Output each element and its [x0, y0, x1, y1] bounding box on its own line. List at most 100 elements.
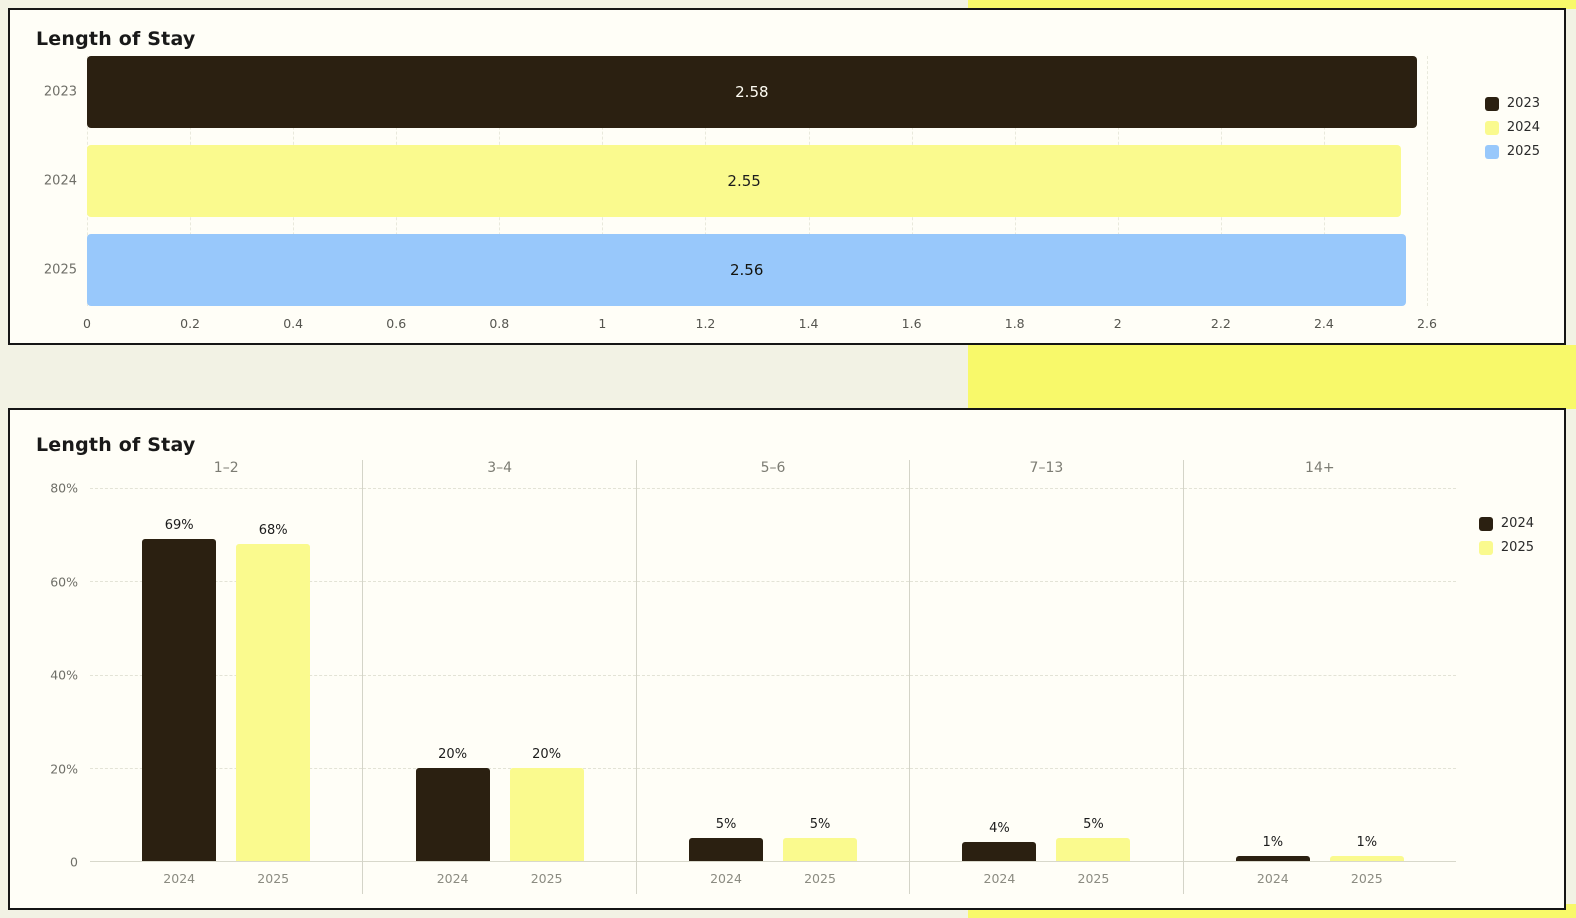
x-tick-label: 1.4: [798, 316, 819, 331]
legend-item-2024[interactable]: 2024: [1478, 516, 1534, 531]
bar-2024[interactable]: 2.55: [87, 145, 1402, 217]
facet-plot-area: 20% 20%: [363, 488, 636, 862]
bar-slot: 68%: [236, 488, 311, 861]
bar-row-2024: 2024 2.55: [44, 145, 1427, 217]
gridline: [1183, 674, 1457, 676]
x-tick-label: 2024: [1256, 871, 1289, 886]
facet-panel-3–4: 3–4 20% 20% 2024 2025: [362, 460, 636, 894]
bar-2025-14+[interactable]: [1329, 856, 1404, 861]
length-of-stay-distribution-card: Length of Stay 80% 60% 40% 20% 0 1–2 69% 68% 20…: [8, 408, 1566, 910]
facet-plot-area: 1% 1%: [1183, 488, 1457, 862]
legend-label: 2024: [1500, 516, 1534, 531]
x-tick-label: 0.8: [489, 316, 510, 331]
bar-slot: 1%: [1235, 488, 1310, 861]
legend-label: 2025: [1506, 144, 1540, 159]
bar-slot: 20%: [415, 488, 490, 861]
facet-header: 1–2: [213, 460, 239, 476]
facet-panels: 1–2 69% 68% 2024 2025 3–4 20% 20% 2024 2025 5–6 5% 5…: [90, 460, 1457, 894]
facet-panel-5–6: 5–6 5% 5% 2024 2025: [635, 460, 910, 894]
bar-2025-7–13[interactable]: [1056, 837, 1131, 861]
bar-value-label: 5%: [715, 816, 737, 832]
x-tick-label: 0.4: [283, 316, 304, 331]
bar-2025[interactable]: 2.56: [87, 234, 1407, 306]
x-tick-label: 0: [83, 316, 91, 331]
bar-group: 4% 5%: [910, 488, 1182, 861]
bar-value-label: 20%: [532, 746, 562, 762]
bar-2025-1–2[interactable]: [236, 543, 311, 861]
x-tick-label: 2.2: [1210, 316, 1231, 331]
bar-value-label: 5%: [1083, 816, 1104, 832]
x-tick-label: 1.6: [901, 316, 922, 331]
bar-slot: 1%: [1329, 488, 1404, 861]
chart-title: Length of Stay: [36, 434, 196, 456]
x-tick-label: 2025: [530, 871, 563, 886]
gridline: [910, 767, 1183, 769]
gridline: [363, 674, 636, 676]
bar-group: 69% 68%: [90, 488, 362, 861]
gridline: [90, 767, 363, 769]
legend-label: 2025: [1500, 540, 1534, 555]
bar-group: 1% 1%: [1184, 488, 1456, 861]
gridline: [363, 581, 636, 583]
bar-slot: 4%: [962, 488, 1037, 861]
bar-2025-3–4[interactable]: [509, 767, 584, 861]
horizontal-bar-plot: 2023 2.58 2024 2.55 2025 2.56: [44, 56, 1427, 306]
y-tick-label: 60%: [50, 574, 78, 589]
x-tick-label: 0.6: [386, 316, 407, 331]
bar-track: 2.58: [87, 56, 1427, 128]
bar-2024-7–13[interactable]: [962, 842, 1037, 861]
x-tick-label: 2024: [163, 871, 196, 886]
bar-value-label: 69%: [164, 518, 194, 534]
x-tick-row: 2024 2025: [910, 862, 1182, 894]
bar-group: 20% 20%: [363, 488, 635, 861]
legend-label: 2023: [1506, 96, 1540, 111]
gridline: [636, 581, 910, 583]
bar-value-label: 68%: [258, 522, 288, 538]
legend-item-2025[interactable]: 2025: [1478, 540, 1534, 555]
gridline: [1183, 767, 1457, 769]
x-tick-label: 1.8: [1004, 316, 1025, 331]
x-tick-label: 2025: [1077, 871, 1110, 886]
legend-swatch: [1478, 516, 1493, 531]
x-tick-label: 2.4: [1313, 316, 1334, 331]
facet-plot-area: 4% 5%: [910, 488, 1183, 862]
x-tick-label: 1.2: [695, 316, 716, 331]
x-tick-row: 2024 2025: [637, 862, 909, 894]
facet-plot-area: 69% 68%: [90, 488, 363, 862]
bar-2025-5–6[interactable]: [783, 837, 858, 861]
x-tick-row: 2024 2025: [1184, 862, 1456, 894]
bar-2024-3–4[interactable]: [415, 767, 490, 861]
bar-2024-14+[interactable]: [1235, 856, 1310, 861]
bar-value-label: 2.55: [727, 172, 761, 190]
legend-item-2025[interactable]: 2025: [1484, 144, 1540, 159]
bar-slot: 5%: [783, 488, 858, 861]
facet-panel-7–13: 7–13 4% 5% 2024 2025: [909, 460, 1183, 894]
x-tick-label: 1: [598, 316, 607, 331]
bar-track: 2.56: [87, 234, 1427, 306]
x-tick-label: 2025: [1350, 871, 1383, 886]
accent-block-top: [968, 0, 1576, 9]
gridline: [363, 767, 636, 769]
legend-label: 2024: [1506, 120, 1540, 135]
bar-2024-1–2[interactable]: [142, 539, 217, 861]
legend: 2023 2024 2025: [1484, 96, 1540, 159]
legend-item-2024[interactable]: 2024: [1484, 120, 1540, 135]
bar-row-2025: 2025 2.56: [44, 234, 1427, 306]
bar-2024-5–6[interactable]: [689, 837, 764, 861]
gridline: [910, 488, 1183, 489]
bar-slot: 69%: [142, 488, 217, 861]
y-axis: 80% 60% 40% 20% 0: [28, 481, 78, 870]
y-tick-label: 0: [70, 854, 78, 870]
facet-header: 14+: [1305, 460, 1335, 476]
bar-slot: 20%: [509, 488, 584, 861]
bar-2023[interactable]: 2.58: [87, 56, 1417, 128]
x-tick-label: 2024: [436, 871, 469, 886]
gridline: [90, 488, 363, 489]
x-tick-label: 2024: [983, 871, 1016, 886]
chart-title: Length of Stay: [36, 28, 196, 50]
gridline: [1183, 488, 1457, 489]
facet-panel-14+: 14+ 1% 1% 2024 2025: [1182, 460, 1457, 894]
bar-slot: 5%: [689, 488, 764, 861]
legend-item-2023[interactable]: 2023: [1484, 96, 1540, 111]
gridline: [90, 674, 363, 676]
